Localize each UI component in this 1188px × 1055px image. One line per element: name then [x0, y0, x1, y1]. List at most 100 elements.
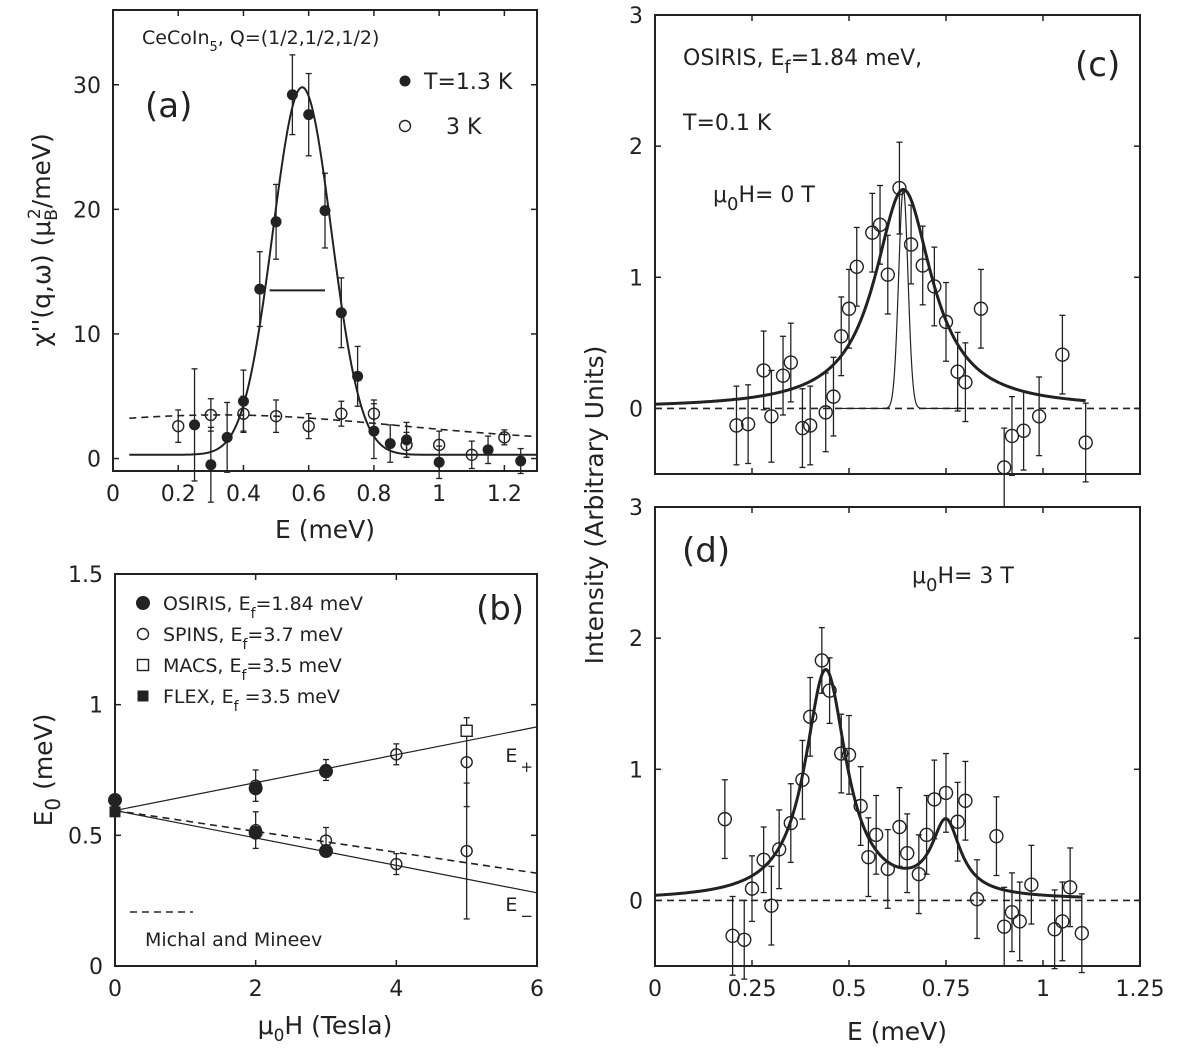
panel-c-ticks: 0 1 2 3	[629, 4, 1141, 474]
series-1p3K-point	[270, 216, 282, 228]
series-1p3K-point	[482, 444, 494, 456]
panel-b-marks: E + E −	[108, 717, 538, 925]
panel-a-xtick-label: 1.2	[487, 482, 522, 507]
panel-d-data-point	[868, 827, 884, 843]
panel-c-data-point	[764, 409, 779, 424]
series-1p3K-point	[368, 425, 380, 437]
panel-d-data-point	[822, 683, 837, 698]
panel-b-ytick-label: 1	[89, 694, 103, 719]
panel-c-data-point	[938, 314, 954, 330]
series-3K-point	[465, 448, 478, 462]
panel-d-data-point	[950, 814, 965, 829]
series-1p3K-point	[189, 419, 201, 431]
panel-c-data-point	[783, 355, 798, 370]
panel-d-data-point	[989, 828, 1004, 844]
panel-d-data-point	[771, 842, 787, 857]
series-1p3K-point	[515, 455, 527, 467]
panel-d-data-point	[814, 653, 830, 668]
panel-c-data-point	[826, 389, 841, 404]
panel-a-xtick-label: 0.6	[291, 482, 326, 507]
panel-c-ytick-label: 3	[629, 4, 643, 29]
panel-d-data-point	[756, 852, 771, 867]
series-spins-point	[390, 857, 403, 871]
panel-c-letter: (c)	[1075, 45, 1120, 85]
legend-label-michal-mineev: Michal and Mineev	[145, 929, 322, 951]
panel-d-xtick-label: 1.25	[1116, 977, 1165, 1002]
panel-d-letter: (d)	[682, 531, 730, 571]
panel-c-data-point	[729, 418, 744, 433]
panel-d-data-point	[1012, 914, 1027, 929]
panel-d-data-point	[900, 846, 915, 861]
panel-c-data-point	[915, 258, 930, 273]
panel-c-data-point	[1016, 423, 1031, 438]
series-spins-point	[460, 755, 473, 769]
legend-marker-macs	[136, 658, 150, 672]
panel-d-ytick-label: 3	[629, 496, 643, 521]
panel-b: E + E − 0 2 4 6 0 0.5 1 1.5 (b) OSIRIS, Ef=1.84 me…	[29, 563, 544, 1046]
panel-a-title: CeCoIn5, Q=(1/2,1/2,1/2)	[142, 27, 379, 55]
fit-curve-resolution	[841, 188, 966, 410]
panel-d-data-point	[717, 811, 733, 827]
panel-d-data-point	[1004, 905, 1020, 920]
panel-b-xlabel: μ0H (Tesla)	[258, 1011, 393, 1046]
panel-d-data-point	[764, 898, 779, 913]
panel-a-ytick-label: 20	[73, 198, 101, 223]
panel-d-data-point	[919, 827, 934, 843]
series-1p3K-point	[205, 459, 217, 471]
panel-a: 0 0.2 0.4 0.6 0.8 1 1.2 0 10 20 30 CeCoIn5, Q=(1/2…	[25, 9, 538, 544]
series-1p3K-point	[384, 438, 396, 450]
panel-d-data-point	[834, 746, 849, 761]
series-3K-point	[237, 407, 250, 420]
panel-d-data-point	[861, 849, 876, 865]
panel-b-ylabel: E0 (meV)	[29, 714, 65, 827]
panel-a-xtick-label: 1	[432, 482, 446, 507]
panel-c-ytick-label: 0	[629, 397, 643, 422]
panel-d-data-point	[841, 747, 857, 763]
panel-d-data-point	[997, 919, 1012, 934]
panel-a-ytick-label: 10	[73, 323, 101, 348]
panel-c-frame	[654, 14, 1141, 475]
panel-d: 0 0.25 0.5 0.75 1 1.25 0 1 2 3 (d) μ0H= 3 T E (me…	[580, 346, 1164, 1046]
panel-c-data-point	[880, 267, 895, 282]
panel-c-data-point	[740, 416, 756, 432]
panel-d-data-point	[795, 772, 810, 787]
fit-curve-broad	[654, 187, 1086, 406]
series-3K-point	[172, 419, 185, 433]
series-1p3K-point	[254, 283, 266, 295]
panel-d-ytick-label: 0	[629, 889, 643, 914]
fit-curve-3K	[129, 414, 538, 438]
panel-d-xtick-label: 0.75	[922, 977, 971, 1002]
panel-d-data-point	[911, 867, 927, 882]
panel-c-data-point	[775, 368, 791, 383]
legend-label-flex: FLEX, Ef =3.5 meV	[163, 686, 340, 715]
series-spins-point	[249, 823, 262, 837]
panel-b-xtick-label: 4	[389, 977, 403, 1002]
series-1p3K-point	[303, 109, 315, 121]
legend-marker-osiris	[136, 596, 150, 610]
panel-d-field-label: μ0H= 3 T	[912, 564, 1014, 596]
panel-d-data-point	[853, 798, 868, 814]
panel-c-data-point	[865, 225, 880, 240]
panel-d-data-point	[938, 785, 954, 801]
panel-d-ytick-label: 2	[629, 627, 643, 652]
panel-d-xtick-label: 0.25	[728, 977, 777, 1002]
panel-d-xtick-label: 0.5	[832, 977, 867, 1002]
panel-d-marks	[654, 627, 1140, 980]
legend-marker-spins	[136, 627, 150, 641]
panel-b-xtick-label: 2	[249, 977, 263, 1002]
legend-marker-3K	[398, 119, 412, 133]
panel-c-annotation-line1: OSIRIS, Ef=1.84 meV,	[683, 46, 922, 78]
panel-d-data-point	[969, 891, 985, 907]
panel-d-data-point	[880, 861, 895, 877]
panel-c-data-point	[818, 405, 833, 420]
panel-b-xtick-label: 6	[530, 977, 544, 1002]
panel-c-data-point	[803, 418, 818, 433]
line-label-e-plus: E +	[505, 745, 533, 776]
panel-b-letter: (b)	[476, 589, 524, 629]
series-1p3K-point	[286, 89, 298, 101]
series-1p3K-point	[221, 431, 233, 443]
panel-c-data-point	[1031, 409, 1047, 424]
legend-marker-1p3K	[399, 75, 411, 87]
